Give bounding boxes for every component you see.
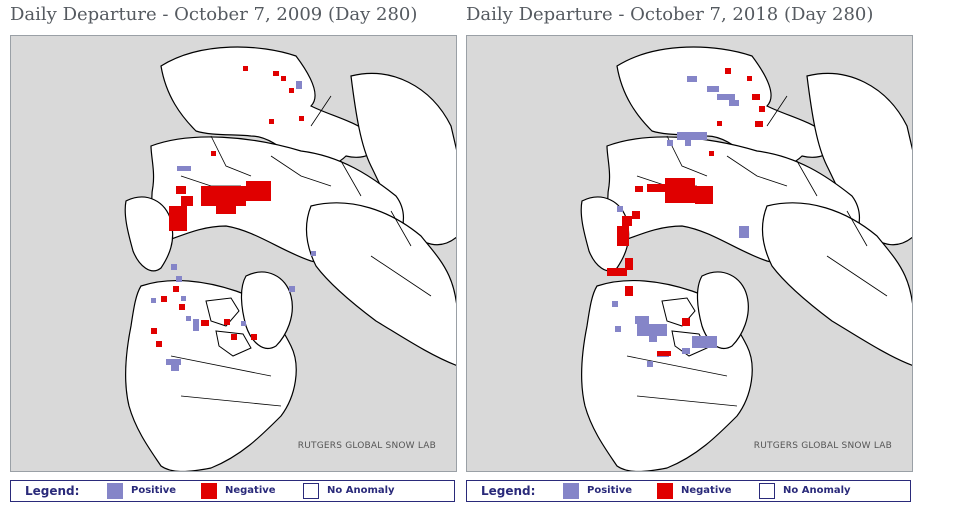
no-anomaly-swatch <box>303 483 319 499</box>
map-title: Daily Departure - October 7, 2018 (Day 2… <box>466 4 874 25</box>
arctic-islands <box>205 297 252 357</box>
greenland-landmass <box>240 271 293 349</box>
map-credit: RUTGERS GLOBAL SNOW LAB <box>753 441 892 451</box>
negative-anomalies <box>151 66 304 347</box>
legend-label: Positive <box>587 485 633 496</box>
legend-label: No Anomaly <box>327 485 395 496</box>
positive-swatch <box>107 483 123 499</box>
legend-label: No Anomaly <box>783 485 851 496</box>
negative-swatch <box>201 483 217 499</box>
legend-label: Negative <box>681 485 732 496</box>
legend-title: Legend: <box>481 484 536 498</box>
europe-landmass <box>160 46 377 167</box>
legend-title: Legend: <box>25 484 80 498</box>
legend: Legend: Positive Negative No Anomaly <box>466 480 911 502</box>
no-anomaly-swatch <box>759 483 775 499</box>
map-panel-2018: Daily Departure - October 7, 2018 (Day 2… <box>456 0 916 507</box>
snow-departure-map: RUTGERS GLOBAL SNOW LAB <box>466 35 913 472</box>
legend: Legend: Positive Negative No Anomaly <box>10 480 455 502</box>
map-panel-2009: Daily Departure - October 7, 2009 (Day 2… <box>0 0 460 507</box>
chukotka-landmass <box>580 196 630 272</box>
positive-swatch <box>563 483 579 499</box>
map-credit: RUTGERS GLOBAL SNOW LAB <box>297 441 436 451</box>
eastasia-landmass <box>761 202 912 366</box>
negative-anomalies <box>607 68 765 356</box>
eastasia-landmass <box>305 202 456 366</box>
chukotka-landmass <box>124 196 174 272</box>
map-canvas <box>467 36 912 471</box>
map-canvas <box>11 36 456 471</box>
map-title: Daily Departure - October 7, 2009 (Day 2… <box>10 4 418 25</box>
greenland-landmass <box>696 271 749 349</box>
snow-departure-map: RUTGERS GLOBAL SNOW LAB <box>10 35 457 472</box>
negative-swatch <box>657 483 673 499</box>
legend-label: Positive <box>131 485 177 496</box>
legend-label: Negative <box>225 485 276 496</box>
europe-landmass <box>616 46 833 167</box>
positive-anomalies <box>151 81 316 371</box>
